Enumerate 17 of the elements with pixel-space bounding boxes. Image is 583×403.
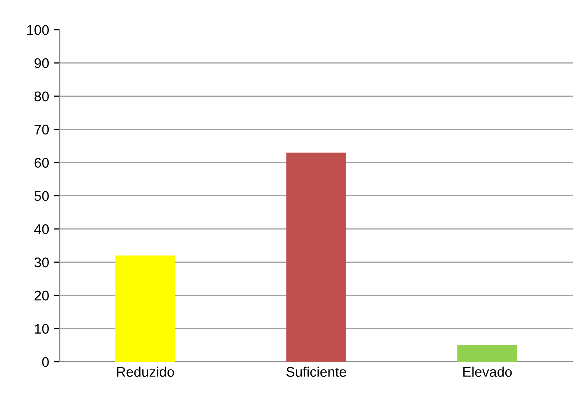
bar	[458, 345, 518, 362]
y-tick-label: 50	[34, 191, 50, 202]
y-tick-label: 90	[34, 58, 50, 68]
y-tick-label: 60	[34, 158, 50, 168]
bar	[286, 152, 346, 362]
y-tick-label: 70	[34, 124, 50, 135]
y-tick-label: 30	[34, 258, 50, 268]
y-tick-label: 40	[34, 224, 50, 234]
x-tick-label: Elevado	[464, 366, 512, 378]
y-tick-label: 10	[35, 324, 50, 334]
y-tick-label: 20	[34, 290, 50, 301]
bar	[116, 256, 176, 362]
y-tick-label: 0	[42, 357, 50, 368]
x-tick-label: Reduzido	[117, 366, 174, 378]
y-tick-label: 80	[34, 92, 50, 102]
y-tick-label: 100	[27, 25, 50, 36]
x-tick-label: Suficiente	[286, 366, 346, 378]
